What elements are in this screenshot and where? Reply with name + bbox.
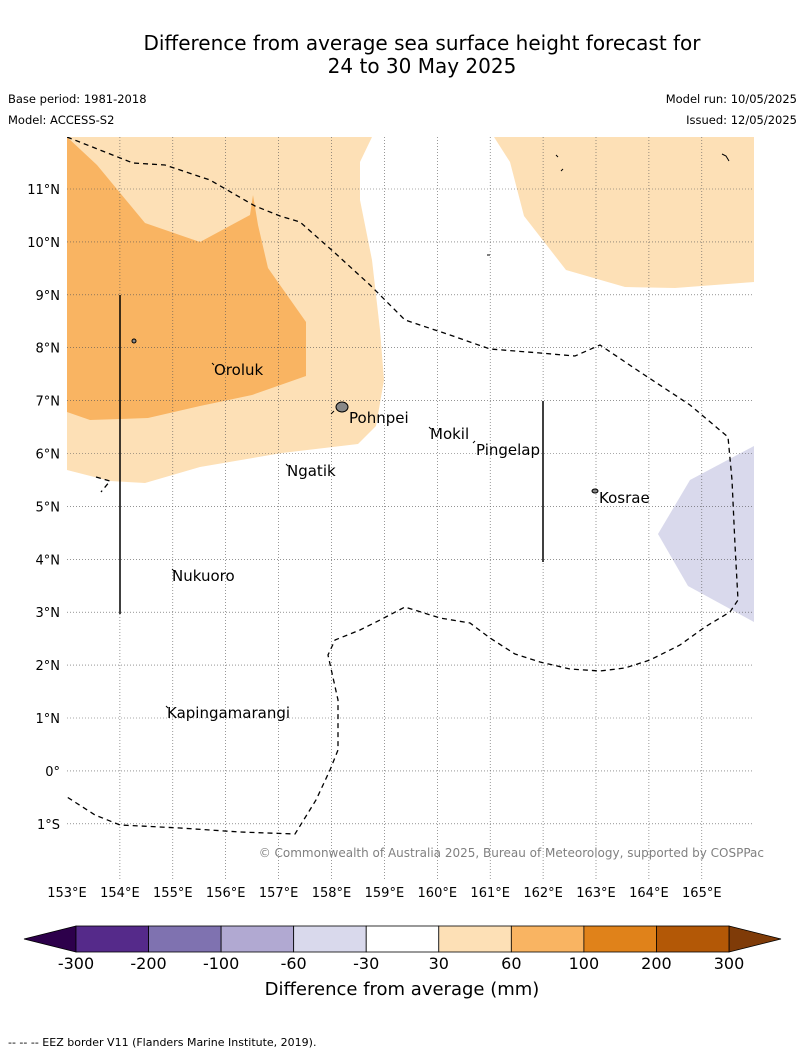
eez-border-north — [67, 137, 739, 835]
model-run: Model run: 10/05/2025 — [665, 92, 797, 106]
title-line-1: Difference from average sea surface heig… — [143, 31, 701, 55]
lon-tick-label: 155°E — [153, 886, 193, 901]
issued-date: Issued: 12/05/2025 — [686, 113, 797, 127]
eez-borders — [67, 137, 739, 835]
lat-tick-label: 0° — [45, 765, 60, 780]
lat-tick-label: 11°N — [27, 183, 60, 198]
label-pingelap: Pingelap — [476, 441, 540, 459]
lat-tick-label: 6°N — [36, 448, 61, 463]
label-kosrae: Kosrae — [599, 489, 650, 507]
colorbar-under-arrow — [23, 925, 77, 953]
lat-tick-label: 8°N — [36, 342, 61, 357]
place-labels: Oroluk Pohnpei Mokil Pingelap Ngatik Kos… — [167, 361, 650, 722]
colorbar-tick-label: 30 — [429, 954, 449, 973]
copyright-notice: © Commonwealth of Australia 2025, Bureau… — [259, 846, 764, 860]
lon-tick-label: 161°E — [470, 886, 510, 901]
colorbar-box — [438, 925, 512, 953]
longitude-labels: 153°E 154°E 155°E 156°E 157°E 158°E 159°E 160°E… — [47, 886, 721, 901]
pohnpei-island — [335, 401, 349, 413]
lon-tick-label: 163°E — [576, 886, 616, 901]
model-name: Model: ACCESS-S2 — [8, 113, 115, 127]
lon-tick-label: 154°E — [100, 886, 140, 901]
colorbar-tick-label: 300 — [714, 954, 745, 973]
anomaly-region-60-100 — [67, 137, 306, 420]
island-dot-west — [131, 338, 137, 344]
eez-border-fragment — [95, 476, 112, 493]
lon-tick-label: 159°E — [365, 886, 405, 901]
lon-tick-label: 164°E — [629, 886, 669, 901]
lat-tick-label: 4°N — [36, 553, 61, 568]
anomaly-region-neg30-neg60 — [658, 446, 754, 622]
lat-tick-label: 5°N — [36, 500, 61, 515]
islands — [131, 338, 599, 494]
eez-footnote: -- -- -- EEZ border V11 (Flanders Marine… — [8, 1036, 317, 1049]
lon-tick-label: 160°E — [418, 886, 458, 901]
lat-tick-label: 1°S — [37, 818, 60, 833]
colorbar-boxes — [75, 925, 730, 953]
anomaly-region-30-60-east — [494, 137, 754, 288]
colorbar-box — [220, 925, 295, 953]
colorbar-title: Difference from average (mm) — [265, 979, 540, 1000]
lat-tick-label: 7°N — [36, 395, 61, 410]
colorbar-tick-label: 100 — [569, 954, 600, 973]
label-pohnpei: Pohnpei — [349, 409, 409, 427]
colorbar-labels: -300 -200 -100 -60 -30 30 60 100 200 300 — [58, 954, 744, 973]
colorbar-tick-label: -60 — [281, 954, 307, 973]
label-mokil: Mokil — [430, 425, 469, 443]
colorbar: -300 -200 -100 -60 -30 30 60 100 200 300 Differen… — [23, 925, 782, 1000]
colorbar-box — [75, 925, 149, 953]
lat-tick-label: 1°N — [36, 712, 61, 727]
lat-tick-label: 9°N — [36, 289, 61, 304]
graticule — [67, 137, 754, 880]
lon-tick-label: 158°E — [312, 886, 352, 901]
colorbar-tick-label: 60 — [501, 954, 521, 973]
map-title: Difference from average sea surface heig… — [0, 32, 804, 78]
colorbar-tick-label: -100 — [203, 954, 239, 973]
colorbar-box — [656, 925, 730, 953]
lat-tick-label: 2°N — [36, 659, 61, 674]
label-oroluk: Oroluk — [214, 361, 263, 379]
map-plot-area — [67, 137, 754, 880]
label-kapingamarangi: Kapingamarangi — [167, 704, 290, 722]
lat-tick-label: 10°N — [27, 236, 60, 251]
lon-tick-label: 153°E — [47, 886, 87, 901]
colorbar-tick-label: 200 — [641, 954, 672, 973]
atoll-markers — [165, 153, 730, 709]
colorbar-tick-label: -200 — [130, 954, 166, 973]
colorbar-box — [148, 925, 222, 953]
latitude-labels: 11°N 10°N 9°N 8°N 7°N 6°N 5°N 4°N 3°N 2°N 1°N 0° 1°S — [27, 183, 60, 833]
label-ngatik: Ngatik — [287, 462, 336, 480]
label-nukuoro: Nukuoro — [172, 567, 235, 585]
colorbar-over-arrow — [728, 925, 782, 953]
lat-tick-label: 3°N — [36, 606, 61, 621]
lon-tick-label: 162°E — [523, 886, 563, 901]
lon-tick-label: 157°E — [259, 886, 299, 901]
lon-tick-label: 165°E — [682, 886, 722, 901]
lon-tick-label: 156°E — [206, 886, 246, 901]
colorbar-box — [293, 925, 367, 953]
colorbar-box — [510, 925, 585, 953]
colorbar-box — [365, 925, 440, 953]
colorbar-box — [583, 925, 657, 953]
base-period: Base period: 1981-2018 — [8, 92, 147, 106]
colorbar-tick-label: -300 — [58, 954, 94, 973]
colorbar-tick-label: -30 — [353, 954, 379, 973]
kosrae-island — [591, 488, 599, 494]
title-line-2: 24 to 30 May 2025 — [327, 54, 517, 78]
